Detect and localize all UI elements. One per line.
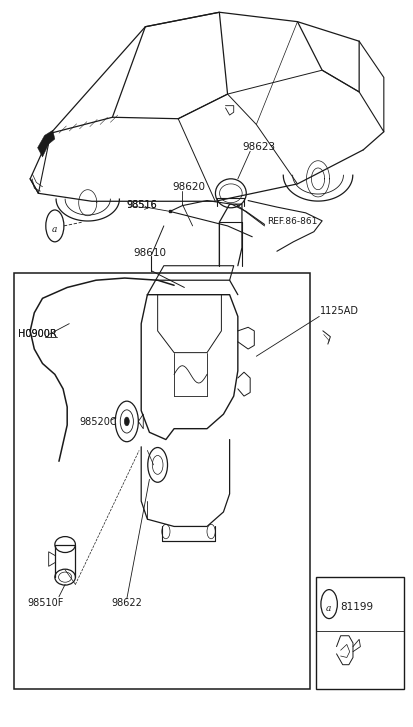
- Text: H0900R: H0900R: [18, 329, 57, 340]
- Text: 98622: 98622: [112, 598, 142, 608]
- Polygon shape: [38, 130, 55, 157]
- Text: 1125AD: 1125AD: [319, 306, 358, 316]
- Text: H0900R: H0900R: [18, 329, 57, 340]
- Text: 98623: 98623: [241, 142, 274, 152]
- Text: 81199: 81199: [340, 602, 373, 612]
- Text: 98620: 98620: [172, 182, 204, 192]
- Bar: [315, 577, 404, 689]
- Text: a: a: [52, 225, 57, 234]
- Text: REF.86-861: REF.86-861: [266, 217, 316, 226]
- Text: 98510F: 98510F: [27, 598, 64, 608]
- Text: 98516: 98516: [126, 200, 157, 210]
- Text: 98520C: 98520C: [79, 417, 117, 427]
- Text: 98610: 98610: [133, 249, 166, 258]
- Bar: [14, 273, 309, 689]
- Text: 98516: 98516: [126, 200, 157, 210]
- Circle shape: [124, 417, 129, 426]
- Text: a: a: [325, 603, 330, 613]
